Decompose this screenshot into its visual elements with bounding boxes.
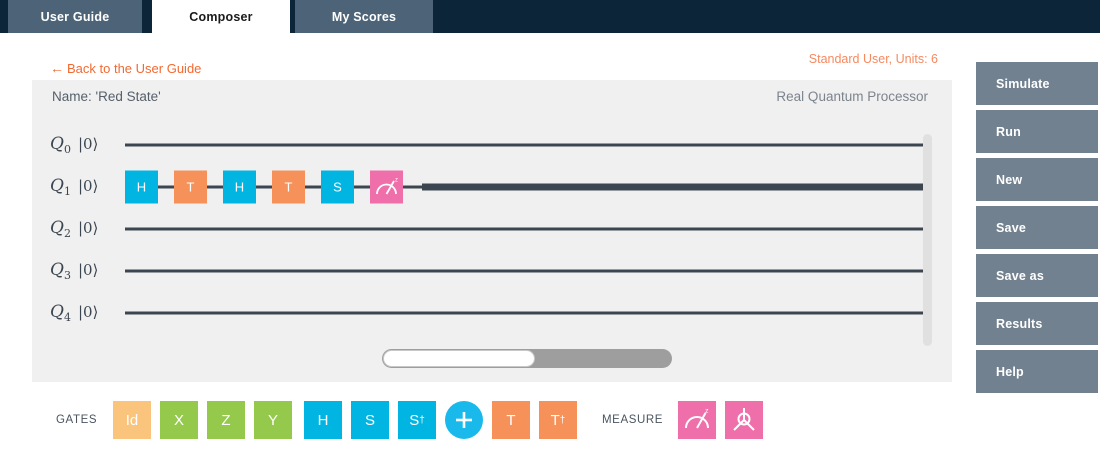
composer-content: ← Back to the User Guide Standard User, U… — [0, 36, 968, 450]
action-button-rail: Simulate Run New Save Save as Results He… — [968, 36, 1100, 450]
tab-bar: User Guide Composer My Scores — [0, 0, 1100, 33]
plus-icon — [456, 412, 472, 428]
score-name-label: Name: 'Red State' — [52, 89, 161, 104]
simulate-button[interactable]: Simulate — [976, 62, 1098, 105]
qubit-row-2[interactable]: Q2 |0⟩ — [32, 208, 952, 250]
qubit-letter: Q — [50, 259, 64, 280]
palette-gate-y[interactable]: Y — [254, 401, 292, 439]
palette-gate-h[interactable]: H — [304, 401, 342, 439]
save-button[interactable]: Save — [976, 206, 1098, 249]
qubit-ket: |0⟩ — [77, 218, 99, 237]
palette-measure-z[interactable]: z — [678, 401, 716, 439]
circuit-gate-t-2[interactable]: T — [272, 170, 305, 204]
svg-text:z: z — [395, 178, 398, 184]
palette-gate-s-dagger-label: S — [409, 411, 420, 429]
circuit-gate-t-1[interactable]: T — [174, 170, 207, 204]
qubit-wire-1 — [125, 185, 928, 189]
back-arrow-icon: ← — [50, 60, 64, 76]
qubit-label-2: Q2 |0⟩ — [50, 218, 98, 240]
qubit-index: 4 — [63, 311, 71, 325]
dagger-icon: † — [559, 414, 566, 426]
palette-gate-t[interactable]: T — [492, 401, 530, 439]
circuit-horizontal-scrollbar[interactable] — [382, 349, 672, 368]
tab-user-guide[interactable]: User Guide — [8, 0, 142, 33]
qubit-wire-4 — [125, 311, 928, 315]
qubit-ket: |0⟩ — [77, 176, 99, 195]
circuit-gate-h-2[interactable]: H — [223, 170, 256, 204]
palette-gate-x[interactable]: X — [160, 401, 198, 439]
qubit-row-4[interactable]: Q4 |0⟩ — [32, 292, 952, 334]
qubit-index: 1 — [63, 185, 71, 199]
dagger-icon: † — [419, 414, 425, 426]
gates-section-label: GATES — [56, 414, 98, 426]
back-link-label: Back to the User Guide — [67, 61, 202, 76]
qubit-row-1[interactable]: Q1 |0⟩ H T H T S z — [32, 166, 952, 208]
qubit-row-3[interactable]: Q3 |0⟩ — [32, 250, 952, 292]
palette-gate-cnot[interactable] — [445, 401, 483, 439]
run-button[interactable]: Run — [976, 110, 1098, 153]
palette-measure-bloch[interactable] — [725, 401, 763, 439]
classical-wire-1 — [422, 183, 928, 191]
qubit-letter: Q — [50, 301, 64, 322]
palette-gate-t-dagger-label: T — [550, 411, 560, 429]
qubit-label-4: Q4 |0⟩ — [50, 302, 98, 324]
qubit-ket: |0⟩ — [77, 302, 99, 321]
svg-text:z: z — [705, 408, 709, 415]
qubit-letter: Q — [50, 217, 64, 238]
qubit-index: 3 — [63, 269, 71, 283]
tab-composer[interactable]: Composer — [152, 0, 290, 33]
new-button[interactable]: New — [976, 158, 1098, 201]
back-to-user-guide-link[interactable]: ← Back to the User Guide — [50, 60, 201, 76]
circuit-gate-h-1[interactable]: H — [125, 170, 158, 204]
qubit-label-1: Q1 |0⟩ — [50, 176, 98, 198]
gate-palette: GATES Id X Z Y H S S † T T † MEASURE z — [0, 391, 968, 449]
qubit-letter: Q — [50, 133, 64, 154]
palette-gate-z[interactable]: Z — [207, 401, 245, 439]
qubit-ket: |0⟩ — [77, 260, 99, 279]
qubit-letter: Q — [50, 175, 64, 196]
tab-my-scores-label: My Scores — [331, 9, 397, 24]
qubit-wire-3 — [125, 269, 928, 273]
circuit-composer-panel: Name: 'Red State' Real Quantum Processor… — [32, 80, 952, 382]
results-button[interactable]: Results — [976, 302, 1098, 345]
circuit-gate-s-1[interactable]: S — [321, 170, 354, 204]
circuit-vertical-scrollbar[interactable] — [923, 134, 932, 346]
user-status-label: Standard User, Units: 6 — [808, 52, 938, 66]
qubit-wire-0 — [125, 143, 928, 147]
qubit-row-0[interactable]: Q0 |0⟩ — [32, 124, 952, 166]
qubit-label-3: Q3 |0⟩ — [50, 260, 98, 282]
qubit-wire-2 — [125, 227, 928, 231]
measure-z-icon: z — [685, 408, 709, 429]
palette-gate-s[interactable]: S — [351, 401, 389, 439]
circuit-measure-z-gate[interactable]: z — [370, 170, 403, 204]
qubit-ket: |0⟩ — [77, 134, 99, 153]
horizontal-scrollbar-thumb[interactable] — [383, 350, 535, 367]
palette-gate-id[interactable]: Id — [113, 401, 151, 439]
tab-user-guide-label: User Guide — [40, 9, 110, 24]
measure-section-label: MEASURE — [602, 414, 664, 426]
measure-z-icon: z — [376, 178, 398, 195]
qubit-index: 2 — [63, 227, 71, 241]
qubit-label-0: Q0 |0⟩ — [50, 134, 98, 156]
device-label: Real Quantum Processor — [776, 89, 928, 104]
tab-my-scores[interactable]: My Scores — [295, 0, 433, 33]
palette-gate-t-dagger[interactable]: T † — [539, 401, 577, 439]
quantum-circuit[interactable]: Q0 |0⟩ Q1 |0⟩ H T H T S — [32, 124, 952, 334]
measure-bloch-icon — [733, 408, 755, 431]
save-as-button[interactable]: Save as — [976, 254, 1098, 297]
help-button[interactable]: Help — [976, 350, 1098, 393]
tab-composer-label: Composer — [189, 9, 253, 24]
qubit-index: 0 — [63, 143, 71, 157]
tab-bar-underline — [0, 33, 1100, 36]
palette-gate-s-dagger[interactable]: S † — [398, 401, 436, 439]
